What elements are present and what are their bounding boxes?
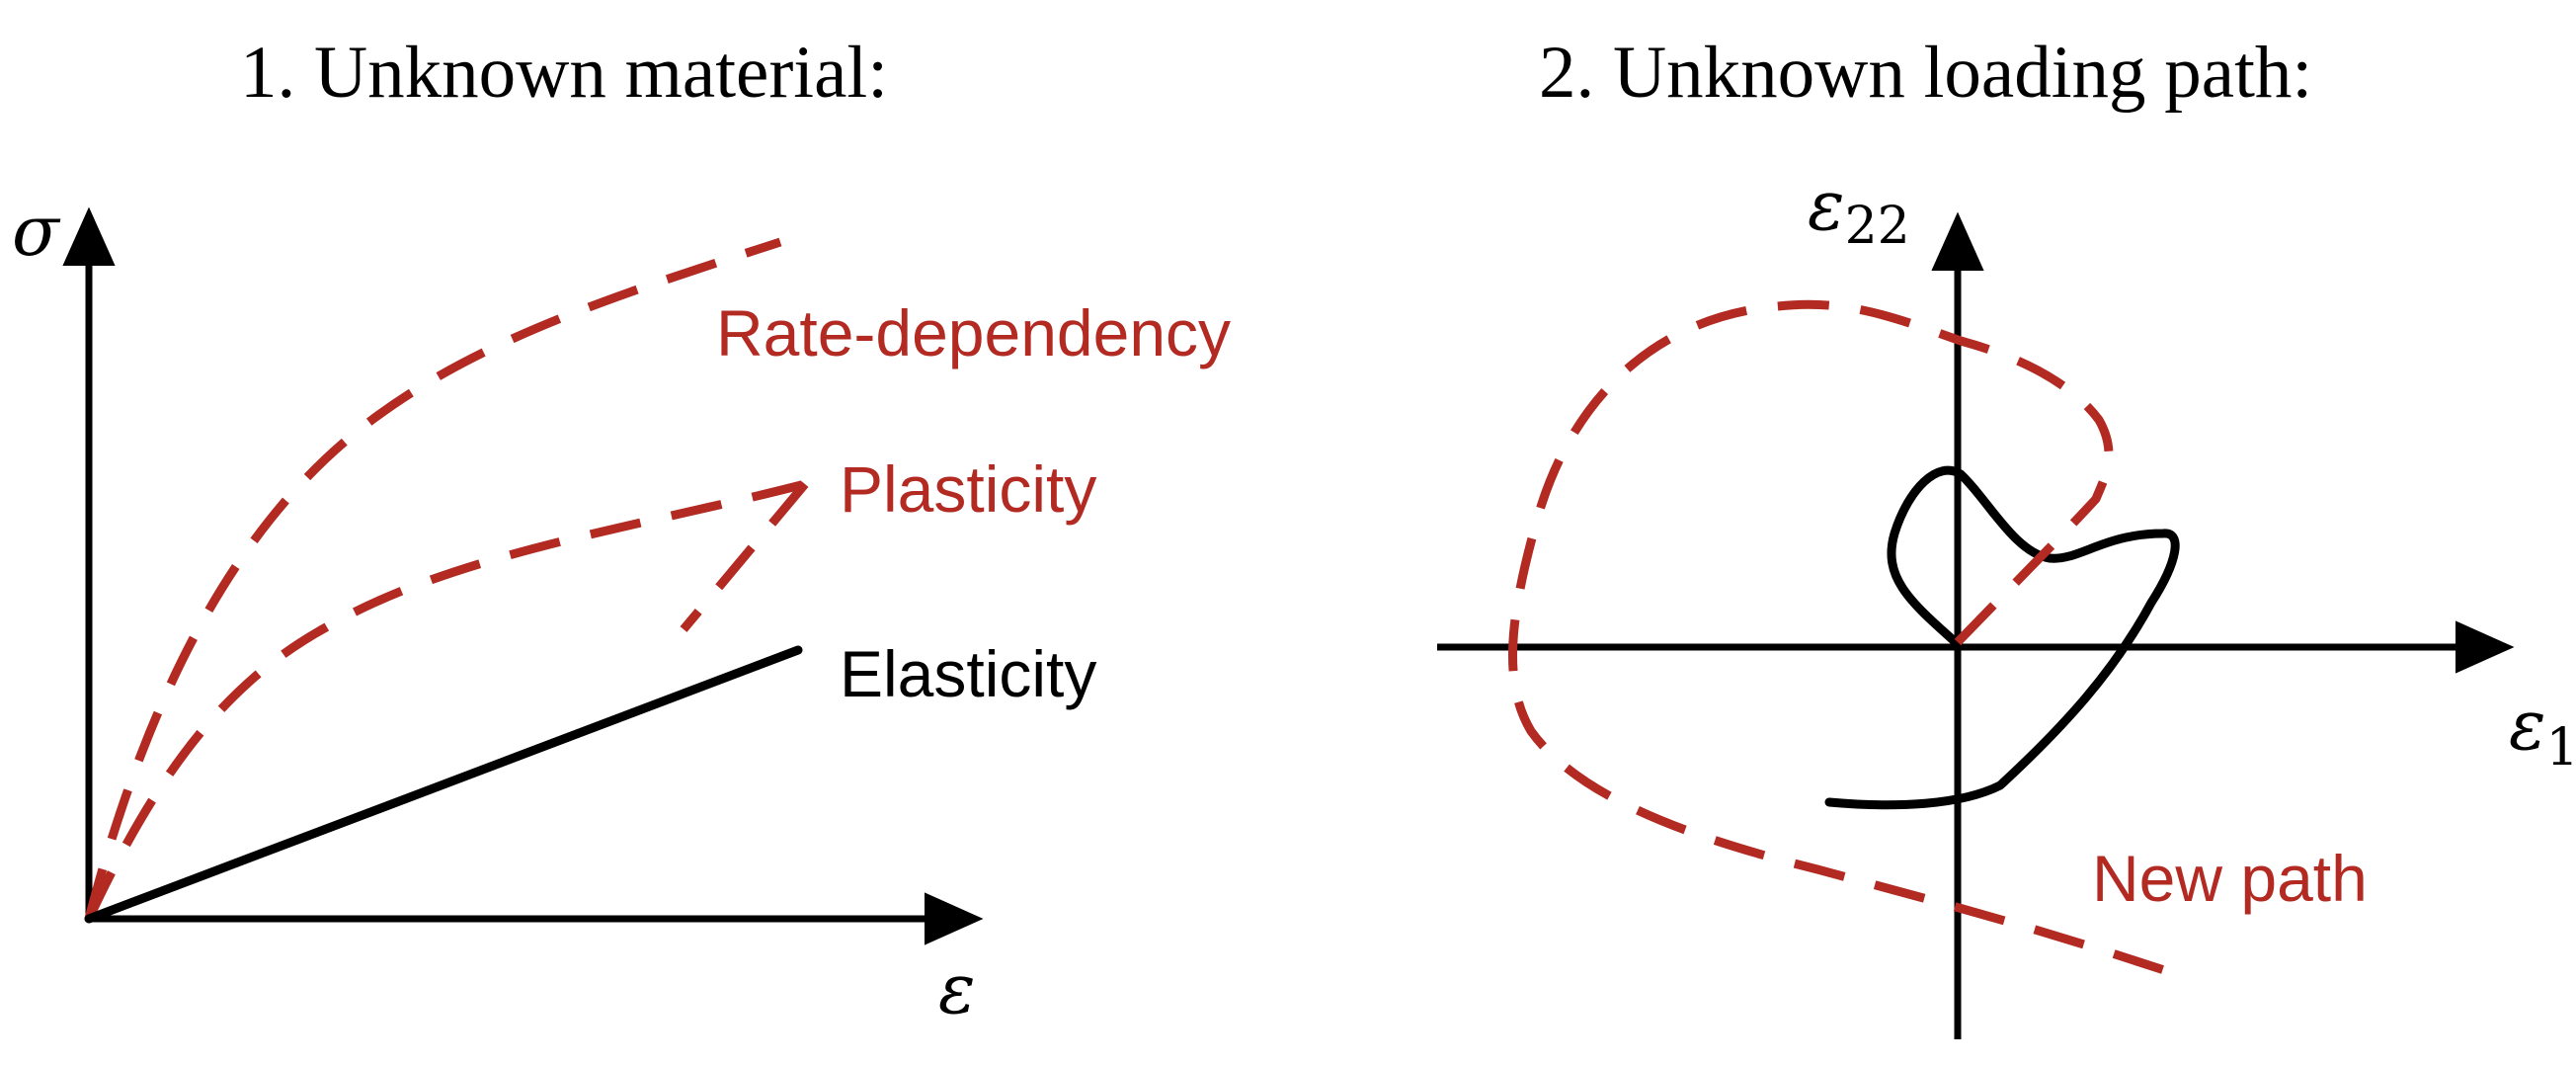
new-loading-path xyxy=(1512,304,2173,973)
plasticity-curve xyxy=(89,484,805,919)
eps11-symbol: ε xyxy=(2509,685,2546,766)
panel1-title: 1. Unknown material: xyxy=(240,32,888,114)
elasticity-line xyxy=(89,650,798,919)
stress-axis-label: σ xyxy=(12,191,61,272)
panel-unknown-material: 1. Unknown material: σ ε Rate-dependency… xyxy=(12,32,1231,1029)
eps22-subscript: 22 xyxy=(1845,197,1910,256)
rate-dependency-label: Rate-dependency xyxy=(716,296,1231,369)
eps11-subscript: 11 xyxy=(2546,718,2576,778)
new-path-label: New path xyxy=(2092,842,2368,915)
plasticity-label: Plasticity xyxy=(840,452,1096,526)
panel-unknown-loading-path: 2. Unknown loading path: ε22 ε11 New pat… xyxy=(1437,32,2576,1039)
panel2-title: 2. Unknown loading path: xyxy=(1539,32,2312,114)
strain-axis-label: ε xyxy=(938,948,976,1029)
known-loading-path xyxy=(1829,470,2175,805)
eps11-axis-label: ε11 xyxy=(2509,685,2576,778)
eps22-axis-label: ε22 xyxy=(1808,165,1910,256)
eps22-symbol: ε xyxy=(1808,165,1845,246)
elasticity-label: Elasticity xyxy=(840,637,1096,710)
